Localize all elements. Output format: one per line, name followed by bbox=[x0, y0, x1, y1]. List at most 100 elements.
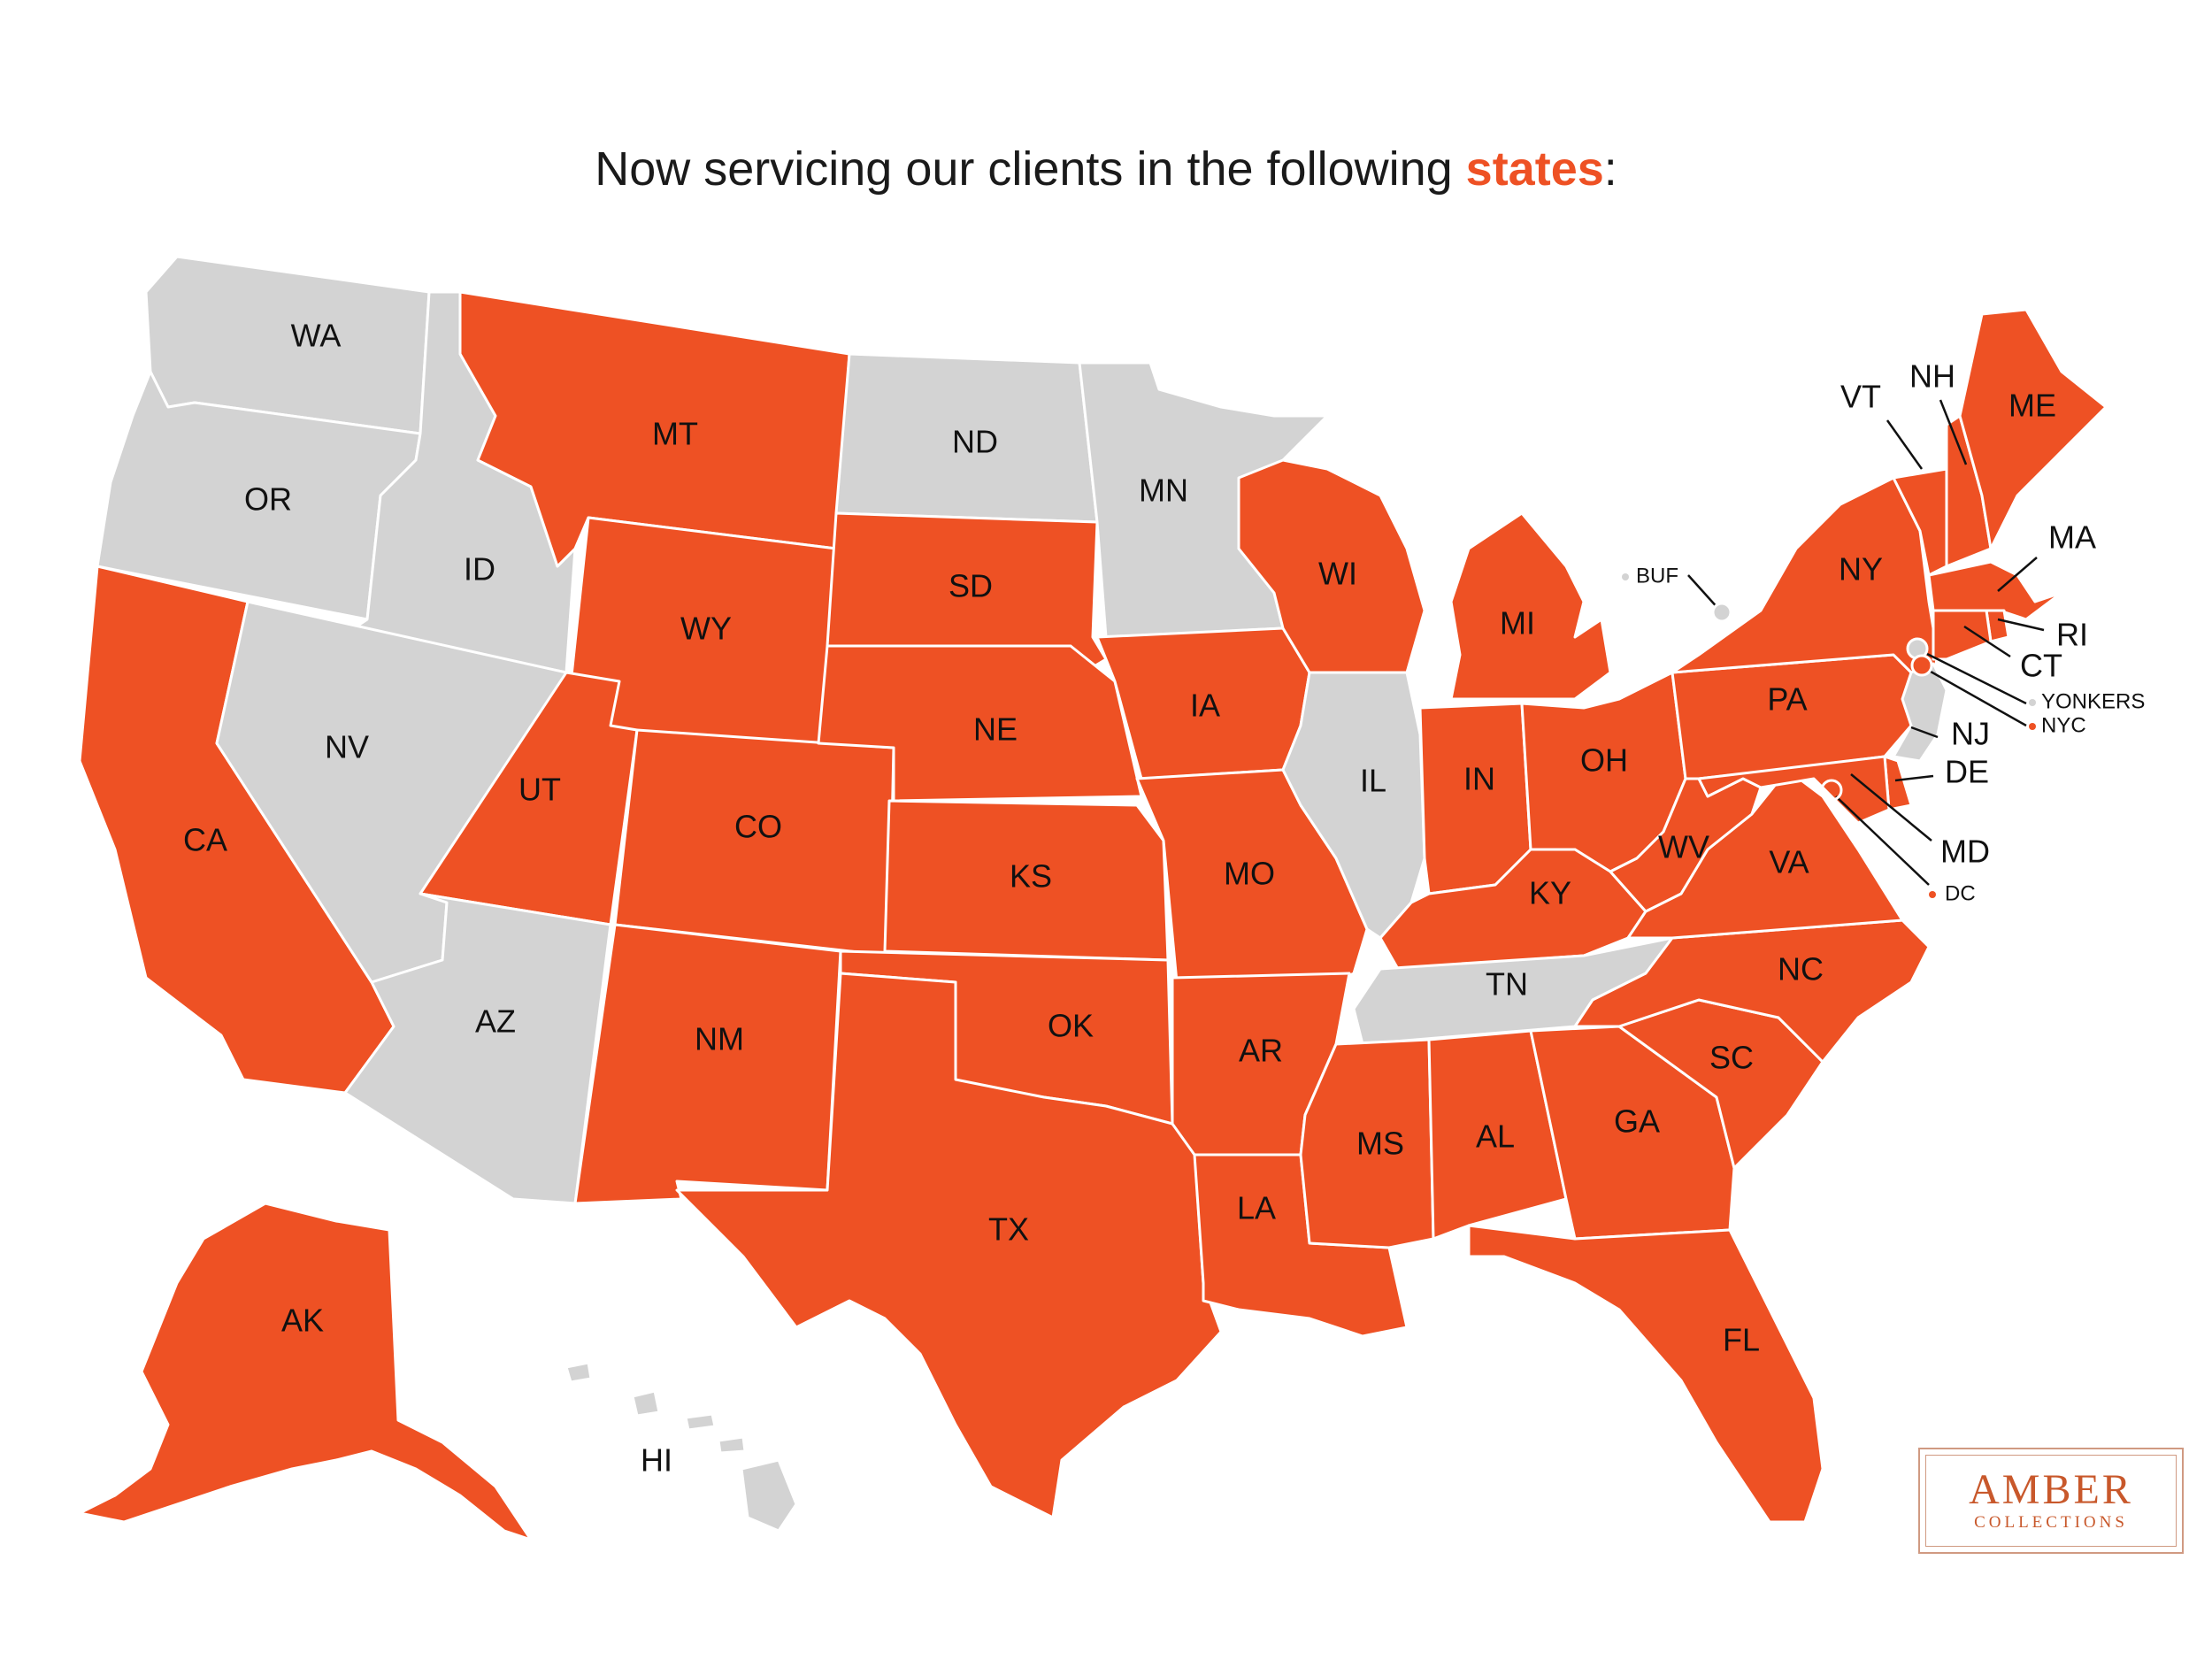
leader-yonkers bbox=[1919, 649, 2027, 705]
nyc-marker bbox=[1910, 654, 1933, 677]
label-ms: MS bbox=[1356, 1126, 1404, 1162]
state-tx[interactable] bbox=[675, 972, 1223, 1519]
leader-nj bbox=[1910, 726, 1939, 739]
label-co: CO bbox=[734, 809, 782, 845]
label-oh: OH bbox=[1580, 742, 1628, 779]
label-wv: WV bbox=[1658, 829, 1709, 865]
callouts: VT NH MA RI CT NJ DE MD DC BUF YONKERS N… bbox=[1622, 358, 2145, 905]
leader-ma bbox=[1997, 557, 2038, 592]
leader-vt bbox=[1886, 419, 1924, 470]
label-wy: WY bbox=[680, 611, 732, 647]
state-nm[interactable] bbox=[573, 923, 842, 1205]
label-la: LA bbox=[1237, 1190, 1276, 1226]
logo-frame bbox=[1925, 1455, 2177, 1547]
label-az: AZ bbox=[475, 1003, 516, 1040]
label-ne: NE bbox=[973, 711, 1018, 748]
state-nc[interactable] bbox=[1573, 918, 1931, 1064]
leader-de bbox=[1894, 774, 1934, 782]
state-il[interactable] bbox=[1281, 671, 1426, 940]
dc-dot bbox=[1929, 891, 1936, 898]
label-me: ME bbox=[2008, 388, 2056, 424]
leader-md bbox=[1850, 773, 1932, 842]
leader-ri bbox=[1997, 618, 2045, 632]
label-mn: MN bbox=[1139, 473, 1188, 509]
label-de: DE bbox=[1945, 754, 1989, 790]
logo-subtitle: COLLECTIONS bbox=[1974, 1513, 2128, 1532]
state-fl[interactable] bbox=[1467, 1224, 1824, 1524]
label-ma: MA bbox=[2048, 519, 2096, 556]
label-sc: SC bbox=[1709, 1040, 1754, 1076]
state-ny[interactable] bbox=[1671, 476, 1939, 701]
label-tn: TN bbox=[1486, 966, 1528, 1003]
label-nj: NJ bbox=[1951, 716, 1990, 752]
map-title: Now servicing our clients in the followi… bbox=[0, 142, 2212, 196]
label-sd: SD bbox=[949, 568, 993, 604]
state-me[interactable] bbox=[1958, 308, 2108, 550]
state-labels: WA OR CA ID NV MT WY UT AZ CO NM ND SD N… bbox=[183, 318, 2056, 1479]
label-ga: GA bbox=[1614, 1103, 1660, 1140]
label-mi: MI bbox=[1500, 605, 1535, 642]
leader-buf bbox=[1687, 574, 1721, 611]
state-ct[interactable] bbox=[1932, 609, 1993, 661]
label-ny: NY bbox=[1839, 551, 1883, 588]
label-ok: OK bbox=[1048, 1008, 1094, 1044]
label-il: IL bbox=[1360, 763, 1386, 799]
state-vt[interactable] bbox=[1892, 467, 1948, 577]
label-ut: UT bbox=[518, 772, 561, 808]
label-md: MD bbox=[1940, 834, 1990, 870]
label-or: OR bbox=[244, 481, 292, 518]
state-nj[interactable] bbox=[1892, 662, 1948, 763]
state-ne[interactable] bbox=[817, 644, 1143, 803]
leader-ct bbox=[1963, 625, 2011, 658]
label-id: ID bbox=[464, 551, 495, 588]
title-suffix: : bbox=[1603, 142, 1617, 196]
state-shapes bbox=[78, 255, 2108, 1541]
label-mt: MT bbox=[652, 416, 698, 452]
logo-name: AMBER bbox=[1969, 1466, 2133, 1513]
label-pa: PA bbox=[1767, 681, 1807, 718]
leader-dc bbox=[1835, 795, 1930, 886]
label-ri: RI bbox=[2056, 617, 2088, 653]
buf-marker bbox=[1711, 602, 1732, 623]
label-ak: AK bbox=[281, 1303, 324, 1339]
buf-dot bbox=[1622, 573, 1629, 580]
label-dc: DC bbox=[1945, 881, 1976, 905]
label-wa: WA bbox=[291, 318, 342, 354]
label-va: VA bbox=[1769, 844, 1809, 880]
label-vt: VT bbox=[1840, 379, 1881, 415]
yonkers-dot bbox=[2029, 699, 2036, 706]
label-ca: CA bbox=[183, 822, 227, 858]
label-in: IN bbox=[1463, 761, 1495, 797]
label-yonkers: YONKERS bbox=[2041, 689, 2145, 713]
label-nyc: NYC bbox=[2041, 713, 2086, 737]
state-mi[interactable] bbox=[1449, 511, 1612, 701]
state-az[interactable] bbox=[343, 892, 612, 1205]
label-nd: ND bbox=[952, 424, 998, 460]
label-nc: NC bbox=[1778, 951, 1824, 988]
dc-marker bbox=[1820, 779, 1843, 802]
label-ks: KS bbox=[1010, 858, 1052, 895]
label-ky: KY bbox=[1529, 875, 1571, 911]
label-ct: CT bbox=[2020, 648, 2062, 684]
label-mo: MO bbox=[1224, 856, 1275, 892]
state-ks[interactable] bbox=[883, 799, 1170, 962]
label-fl: FL bbox=[1723, 1322, 1760, 1358]
label-nh: NH bbox=[1909, 358, 1955, 395]
title-prefix: Now servicing our clients in the followi… bbox=[595, 142, 1466, 196]
label-nv: NV bbox=[325, 729, 369, 765]
label-tx: TX bbox=[988, 1211, 1029, 1248]
label-ia: IA bbox=[1190, 688, 1220, 724]
label-buf: BUF bbox=[1636, 564, 1678, 588]
state-al[interactable] bbox=[1427, 1029, 1568, 1241]
label-al: AL bbox=[1476, 1118, 1515, 1155]
label-hi: HI bbox=[641, 1442, 672, 1479]
leader-nh bbox=[1939, 399, 1968, 465]
state-ak[interactable] bbox=[78, 1202, 533, 1541]
label-nm: NM bbox=[695, 1021, 744, 1057]
state-wi[interactable] bbox=[1237, 458, 1426, 674]
label-ar: AR bbox=[1239, 1033, 1283, 1069]
state-hi[interactable] bbox=[565, 1361, 798, 1533]
title-highlight: states bbox=[1465, 142, 1604, 196]
amber-collections-logo: AMBER COLLECTIONS bbox=[1918, 1448, 2184, 1554]
